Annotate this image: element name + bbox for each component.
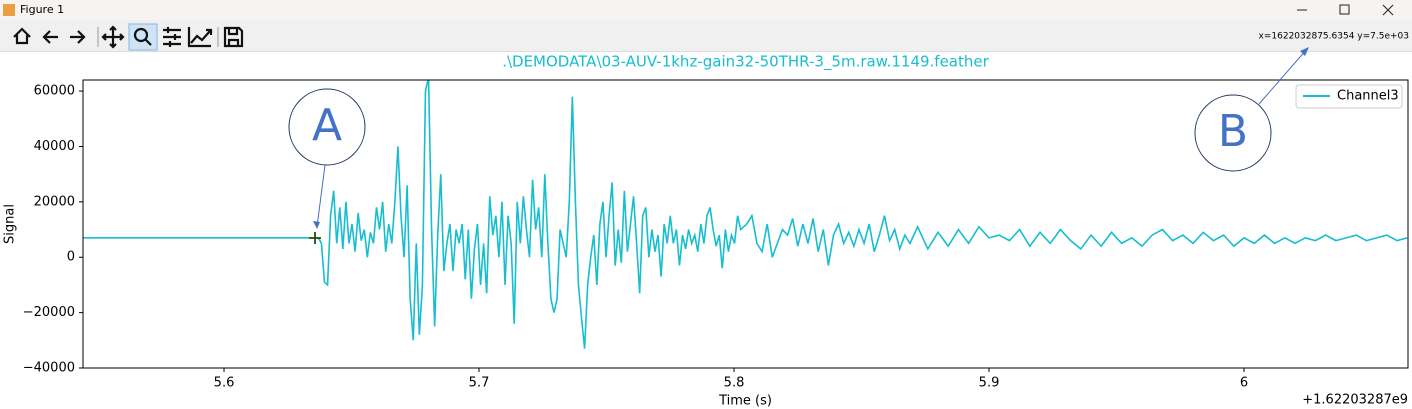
annotation-label: A bbox=[312, 100, 342, 151]
save-button[interactable] bbox=[223, 26, 244, 48]
close-button[interactable] bbox=[1382, 4, 1394, 16]
configure-button[interactable] bbox=[163, 27, 181, 47]
legend-box bbox=[1295, 84, 1403, 109]
annotation-label: B bbox=[1218, 106, 1248, 157]
annotation-a: A bbox=[288, 88, 366, 229]
y-axis-label: Signal bbox=[3, 204, 18, 244]
cursor-status: x=1622032875.6354 y=7.5e+03 bbox=[1259, 32, 1409, 42]
arrow-head bbox=[1300, 47, 1309, 56]
back-button[interactable] bbox=[42, 30, 58, 44]
plot: .\DEMODATA\03-AUV-1khz-gain32-50THR-3_5m… bbox=[3, 53, 1409, 409]
x-tick-label: 5.9 bbox=[979, 376, 1000, 391]
app-icon bbox=[3, 4, 15, 16]
annotation-circle bbox=[288, 88, 366, 166]
window-controls[interactable] bbox=[1297, 4, 1394, 16]
home-button[interactable] bbox=[13, 27, 31, 45]
x-tick-label: 5.6 bbox=[214, 376, 235, 391]
y-tick-label: 60000 bbox=[34, 84, 75, 99]
chart-title: .\DEMODATA\03-AUV-1khz-gain32-50THR-3_5m… bbox=[502, 53, 989, 72]
x-tick-label: 6 bbox=[1240, 376, 1248, 391]
y-tick-label: 0 bbox=[67, 250, 75, 265]
window-title: Figure 1 bbox=[20, 3, 64, 16]
y-tick-label: 20000 bbox=[34, 194, 75, 209]
zoom-handle bbox=[144, 38, 152, 46]
y-tick-label: −40000 bbox=[23, 361, 75, 376]
annotation-arrow bbox=[316, 164, 326, 228]
axes-button[interactable] bbox=[187, 27, 213, 48]
annotation-arrow bbox=[1258, 48, 1308, 105]
toolbar-buttons bbox=[13, 23, 244, 51]
x-tick-label: 5.7 bbox=[469, 376, 490, 391]
forward-button[interactable] bbox=[70, 30, 86, 44]
annotation-circle bbox=[1194, 94, 1272, 172]
axes-frame bbox=[82, 79, 1409, 369]
title-bar bbox=[0, 0, 1412, 20]
series-line bbox=[83, 80, 1408, 349]
y-tick-label: −20000 bbox=[23, 305, 75, 320]
x-axis-label: Time (s) bbox=[718, 394, 772, 409]
x-offset-label: +1.62203287e9 bbox=[1302, 393, 1408, 408]
toolbar bbox=[0, 20, 1412, 52]
x-tick-label: 5.8 bbox=[724, 376, 745, 391]
pan-button[interactable] bbox=[101, 25, 125, 49]
zoom-button-active[interactable] bbox=[128, 23, 158, 51]
arrow-head bbox=[313, 221, 320, 229]
annotation-b: B bbox=[1194, 47, 1309, 172]
legend-label: Channel3 bbox=[1337, 89, 1399, 104]
y-tick-label: 40000 bbox=[34, 139, 75, 154]
zoom-button[interactable] bbox=[133, 27, 149, 43]
cursor-marker bbox=[309, 232, 321, 244]
maximize-button[interactable] bbox=[1339, 4, 1350, 15]
